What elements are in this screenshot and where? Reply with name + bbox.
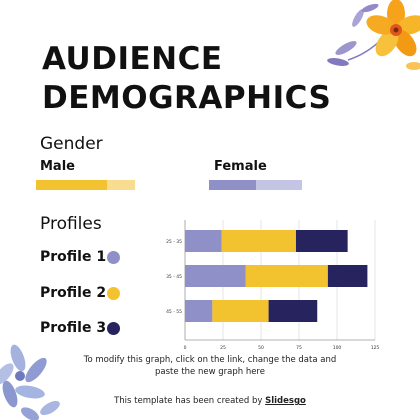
profile-1-legend-dot xyxy=(107,251,120,264)
x-tick-label: 100 xyxy=(333,345,342,351)
profile-1-label: Profile 1 xyxy=(40,249,107,265)
x-tick-label: 0 xyxy=(184,345,187,351)
title-line-2: DEMOGRAPHICS xyxy=(42,80,332,116)
bar-2-2 xyxy=(268,300,318,322)
male-bar-fill xyxy=(36,180,108,190)
y-tick-label: 25 - 35 xyxy=(166,239,182,245)
x-tick-label: 50 xyxy=(258,345,264,351)
modify-graph-caption: To modify this graph, click on the link,… xyxy=(83,355,337,377)
slidesgo-link[interactable]: Slidesgo xyxy=(265,396,306,406)
gender-heading: Gender xyxy=(40,134,103,154)
profile-3-label: Profile 3 xyxy=(40,320,107,336)
x-tick-label: 125 xyxy=(371,345,380,351)
x-tick-label: 25 xyxy=(220,345,226,351)
bar-1-0 xyxy=(185,265,246,287)
bar-1-2 xyxy=(327,265,368,287)
profile-3-legend-dot xyxy=(107,322,120,335)
flower-decoration-bottom-left xyxy=(0,344,60,420)
title-line-1: AUDIENCE xyxy=(42,41,223,77)
bar-0-0 xyxy=(185,230,222,252)
credit-prefix: This template has been created by xyxy=(114,396,266,406)
bar-2-0 xyxy=(185,300,213,322)
profiles-heading: Profiles xyxy=(40,214,102,234)
y-tick-label: 45 - 55 xyxy=(166,309,182,315)
bar-0-2 xyxy=(295,230,348,252)
gender-male-label: Male xyxy=(40,159,75,174)
credit-line: This template has been created by Slides… xyxy=(0,396,420,406)
gender-female-label: Female xyxy=(214,159,267,174)
bar-1-1 xyxy=(245,265,328,287)
flower-decoration-top-right xyxy=(327,0,420,70)
bar-2-1 xyxy=(212,300,269,322)
female-bar-fill xyxy=(209,180,256,190)
profile-2-label: Profile 2 xyxy=(40,285,107,301)
page-title: AUDIENCE DEMOGRAPHICS xyxy=(42,40,331,118)
bar-0-1 xyxy=(221,230,296,252)
y-tick-label: 35 - 45 xyxy=(166,274,182,280)
profile-2-legend-dot xyxy=(107,287,120,300)
female-bar-track xyxy=(209,180,302,190)
x-tick-label: 75 xyxy=(296,345,302,351)
